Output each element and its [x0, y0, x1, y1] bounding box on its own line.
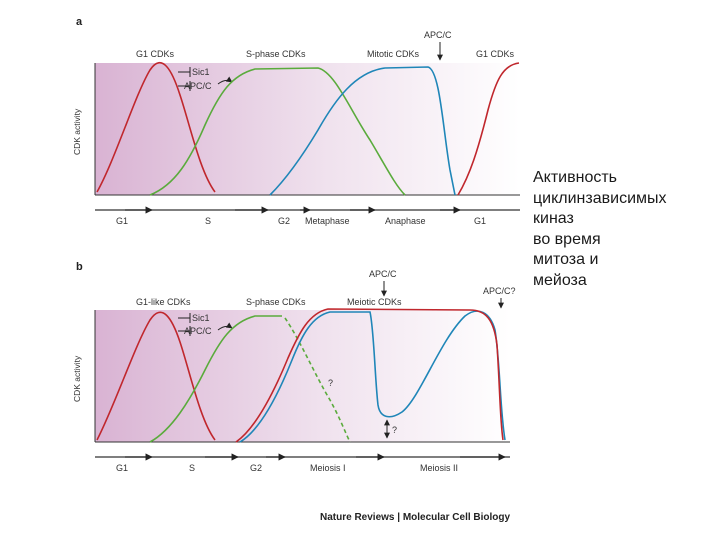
panel-b-y-label: CDK activity	[72, 355, 82, 402]
panel-b-sic1-inhibition	[178, 313, 191, 323]
panel-b-phase-g1: G1	[116, 463, 128, 473]
panel-a-curve-mitotic-cdks	[269, 66, 456, 196]
panel-a-phase-s: S	[205, 216, 211, 226]
panel-a-curve-s-cdks	[149, 67, 406, 196]
panel-b-label-meiotic: Meiotic CDKs	[347, 297, 402, 307]
panel-b-apc1-label: APC/C	[369, 269, 397, 279]
caption-line-1: Активность	[533, 169, 618, 186]
panel-b-degradation-arrow	[217, 322, 233, 331]
panel-a-label-mitotic: Mitotic CDKs	[367, 49, 420, 59]
panel-a-phase-anaphase: Anaphase	[385, 216, 426, 226]
caption-line-6: мейоза	[533, 271, 587, 289]
panel-b-tag: b	[76, 261, 83, 273]
panel-b-curve-meiotic-cdks-red	[235, 308, 504, 443]
panel-b-question-mark-1: ?	[328, 378, 333, 388]
panel-a-apc-inhibition	[178, 81, 191, 91]
panel-a-sic1-inhibition	[178, 67, 191, 77]
panel-a-label-s: S-phase CDKs	[246, 49, 306, 59]
panel-a-degradation-arrow	[217, 76, 233, 85]
panel-b-question-mark-2: ?	[392, 425, 397, 435]
panel-b-background	[95, 310, 510, 442]
panel-a-phase-metaphase: Metaphase	[305, 216, 350, 226]
panel-a-phase-g1: G1	[116, 216, 128, 226]
panel-b-label-s: S-phase CDKs	[246, 297, 306, 307]
caption-line-5: митоза и	[533, 251, 599, 268]
panel-a-phase-g2: G2	[278, 216, 290, 226]
panel-b-curve-g1-like-cdks	[96, 311, 216, 441]
slide-caption: Активность циклинзависимых киназ во врем…	[533, 168, 718, 291]
journal-credit: Nature Reviews | Molecular Cell Biology	[320, 512, 511, 523]
panel-b-apcc-label: APC/C	[184, 326, 212, 336]
panel-a-label-g1-late: G1 CDKs	[476, 49, 515, 59]
panel-b-curve-s-cdks	[149, 315, 282, 443]
panel-b-phase-meiosis-2: Meiosis II	[420, 463, 458, 473]
caption-line-4: во время	[533, 230, 601, 248]
caption-line-2: циклинзависимых	[533, 189, 667, 207]
panel-b-apc2-label: APC/C?	[483, 286, 516, 296]
panel-a-tag: a	[76, 16, 83, 28]
panel-a-label-g1: G1 CDKs	[136, 49, 175, 59]
panel-b-apc-inhibition	[178, 326, 191, 336]
panel-b-curve-meiotic-cdks-blue	[239, 310, 506, 443]
caption-line-3: киназ	[533, 210, 574, 227]
panel-a-sic1-label: Sic1	[192, 67, 210, 77]
panel-a-apc-label: APC/C	[424, 30, 452, 40]
panel-b-phase-s: S	[189, 463, 195, 473]
panel-b-phase-g2: G2	[250, 463, 262, 473]
panel-b-sic1-label: Sic1	[192, 313, 210, 323]
panel-a-phase-g1-next: G1	[474, 216, 486, 226]
panel-a-background	[95, 63, 520, 195]
panel-a-y-label: CDK activity	[72, 108, 82, 155]
panel-b-phase-meiosis-1: Meiosis I	[310, 463, 346, 473]
panel-a-apcc-label: APC/C	[184, 81, 212, 91]
panel-a-curve-g1-cdks	[96, 62, 216, 193]
panel-b-label-g1-like: G1-like CDKs	[136, 297, 191, 307]
panel-a-curve-g1-cdks-next	[457, 62, 520, 196]
